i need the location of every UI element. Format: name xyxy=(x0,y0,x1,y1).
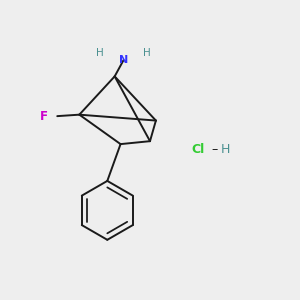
Text: H: H xyxy=(96,48,104,58)
Text: N: N xyxy=(119,55,128,65)
Text: F: F xyxy=(40,110,48,123)
Text: H: H xyxy=(221,143,230,157)
Text: –: – xyxy=(212,143,218,157)
Text: Cl: Cl xyxy=(191,143,205,157)
Text: H: H xyxy=(143,48,151,58)
